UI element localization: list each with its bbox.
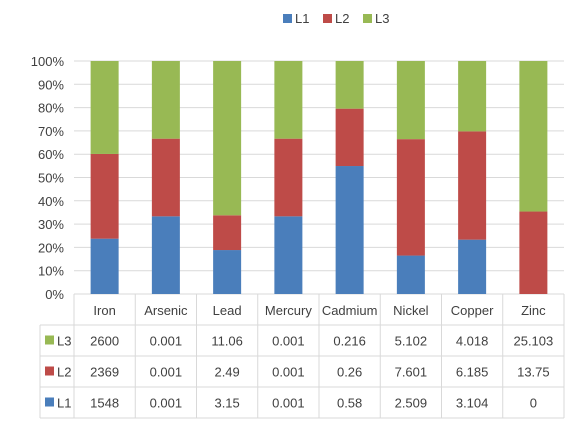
y-tick-label: 60% <box>38 147 64 162</box>
bar-segment-l3-copper <box>458 61 487 132</box>
y-tick-label: 50% <box>38 171 64 186</box>
bars <box>90 61 548 294</box>
table-cell: 13.75 <box>517 365 550 380</box>
bar-segment-l3-arsenic <box>151 61 180 139</box>
table-cell: 0.001 <box>150 365 183 380</box>
bar-segment-l2-mercury <box>274 138 303 217</box>
y-tick-label: 30% <box>38 217 64 232</box>
bar-segment-l2-lead <box>213 215 242 251</box>
table-cell: 3.15 <box>214 396 239 411</box>
category-label: Nickel <box>393 303 429 318</box>
bar-segment-l3-cadmium <box>335 61 364 109</box>
bar-segment-l1-nickel <box>396 255 425 294</box>
legend-swatch <box>323 14 332 23</box>
table-cell: 0.001 <box>272 396 305 411</box>
bar-segment-l1-iron <box>90 238 119 294</box>
legend-label: L3 <box>375 11 389 26</box>
legend-swatch <box>363 14 372 23</box>
row-header: L3 <box>57 334 71 349</box>
table-cell: 0.001 <box>150 334 183 349</box>
legend-label: L2 <box>335 11 349 26</box>
category-label: Arsenic <box>144 303 188 318</box>
category-label: Copper <box>451 303 494 318</box>
table-cell: 2600 <box>90 334 119 349</box>
table-cell: 2.49 <box>214 365 239 380</box>
table-cell: 25.103 <box>513 334 553 349</box>
row-header: L2 <box>57 365 71 380</box>
table-cell: 2369 <box>90 365 119 380</box>
table-cell: 3.104 <box>456 396 489 411</box>
table-cell: 0.001 <box>150 396 183 411</box>
table-cell: 0.001 <box>272 365 305 380</box>
legend-swatch <box>283 14 292 23</box>
legend: L1 L2 L3 <box>283 11 389 26</box>
bar-segment-l2-iron <box>90 153 119 239</box>
table-cell: 0 <box>530 396 537 411</box>
y-tick-label: 80% <box>38 101 64 116</box>
y-tick-label: 20% <box>38 240 64 255</box>
table-cell: 11.06 <box>211 334 243 349</box>
y-tick-label: 0% <box>45 287 64 302</box>
bar-segment-l1-cadmium <box>335 166 364 294</box>
data-table: Iron Arsenic Lead Mercury Cadmium Nickel Coppe… <box>39 294 565 419</box>
gridlines <box>74 60 564 295</box>
bar-segment-l3-nickel <box>396 61 425 140</box>
bar-segment-l3-mercury <box>274 61 303 139</box>
bar-segment-l1-arsenic <box>151 216 180 294</box>
category-label: Mercury <box>265 303 312 318</box>
table-cell: 7.601 <box>395 365 428 380</box>
y-tick-label: 90% <box>38 77 64 92</box>
table-cell: 1548 <box>90 396 119 411</box>
table-cell: 0.001 <box>272 334 305 349</box>
table-cell: 4.018 <box>456 334 489 349</box>
bar-segment-l3-zinc <box>519 61 548 212</box>
bar-segment-l2-arsenic <box>151 138 180 217</box>
table-cell: 0.216 <box>333 334 366 349</box>
bar-segment-l2-copper <box>458 131 487 240</box>
bar-segment-l3-iron <box>90 61 119 154</box>
row-legend-swatch <box>45 366 54 376</box>
bar-segment-l1-lead <box>213 250 242 294</box>
table-cell: 0.58 <box>337 396 362 411</box>
bar-segment-l2-zinc <box>519 211 548 294</box>
bar-segment-l2-cadmium <box>335 108 364 167</box>
y-tick-label: 10% <box>38 264 64 279</box>
y-axis: 0% 10% 20% 30% 40% 50% 60% 70% 80% 90% 100% <box>31 54 65 302</box>
bar-segment-l2-nickel <box>396 139 425 256</box>
y-tick-label: 40% <box>38 194 64 209</box>
row-legend-swatch <box>45 397 54 407</box>
bar-segment-l1-copper <box>458 239 487 294</box>
table-cell: 5.102 <box>395 334 428 349</box>
table-cell: 0.26 <box>337 365 362 380</box>
y-tick-label: 70% <box>38 124 64 139</box>
table-cell: 2.509 <box>395 396 428 411</box>
category-label: Cadmium <box>322 303 378 318</box>
category-label: Lead <box>213 303 242 318</box>
row-legend-swatch <box>45 335 54 345</box>
table-cell: 6.185 <box>456 365 489 380</box>
legend-label: L1 <box>295 11 309 26</box>
category-label: Zinc <box>521 303 546 318</box>
bar-segment-l1-mercury <box>274 216 303 294</box>
bar-segment-l3-lead <box>213 61 242 216</box>
y-tick-label: 100% <box>31 54 65 69</box>
row-header: L1 <box>57 396 71 411</box>
category-label: Iron <box>93 303 115 318</box>
